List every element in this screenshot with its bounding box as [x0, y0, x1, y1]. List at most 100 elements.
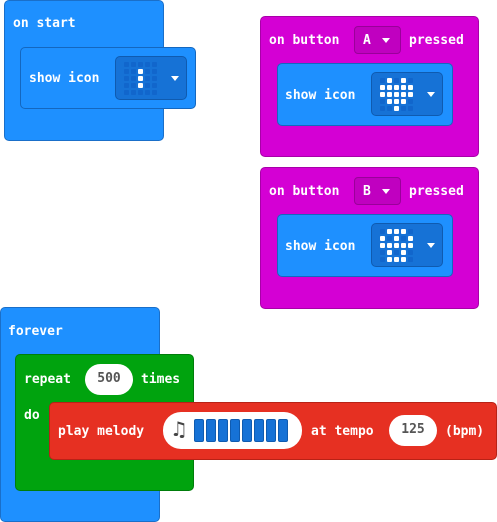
- led-cell: [124, 83, 129, 88]
- led-cell: [387, 229, 392, 234]
- led-cell: [138, 62, 143, 67]
- led-cell: [401, 250, 406, 255]
- chevron-down-icon: [171, 76, 179, 81]
- led-cell: [408, 250, 413, 255]
- times-label: times: [141, 372, 181, 387]
- led-cell: [380, 78, 385, 83]
- led-cell: [401, 85, 406, 90]
- led-cell: [394, 236, 399, 241]
- led-cell: [408, 78, 413, 83]
- melody-cell: [266, 419, 276, 442]
- led-cell: [138, 76, 143, 81]
- led-cell: [401, 78, 406, 83]
- led-cell: [387, 85, 392, 90]
- led-cell: [387, 99, 392, 104]
- play-melody-label: play melody: [58, 424, 145, 439]
- repeat-count-input[interactable]: 500: [85, 364, 133, 395]
- led-cell: [138, 90, 143, 95]
- led-cell: [380, 257, 385, 262]
- show-icon-label: show icon: [29, 71, 100, 86]
- led-cell: [401, 99, 406, 104]
- led-cell: [401, 106, 406, 111]
- icon-picker[interactable]: [115, 56, 187, 100]
- led-cell: [380, 85, 385, 90]
- led-cell: [387, 92, 392, 97]
- led-cell: [138, 83, 143, 88]
- led-cell: [124, 76, 129, 81]
- led-cell: [380, 106, 385, 111]
- led-cell: [138, 69, 143, 74]
- melody-cell: [278, 419, 288, 442]
- led-cell: [380, 99, 385, 104]
- led-cell: [145, 62, 150, 67]
- led-cell: [394, 92, 399, 97]
- led-cell: [380, 236, 385, 241]
- led-grid-icon: [380, 78, 413, 111]
- led-cell: [387, 243, 392, 248]
- led-cell: [408, 257, 413, 262]
- do-label: do: [24, 408, 40, 423]
- melody-cell: [206, 419, 216, 442]
- led-cell: [401, 92, 406, 97]
- melody-cell: [230, 419, 240, 442]
- led-cell: [152, 62, 157, 67]
- music-note-icon: ♫: [170, 417, 188, 441]
- button-dropdown[interactable]: A: [354, 26, 401, 54]
- forever-label: forever: [8, 324, 63, 339]
- melody-editor[interactable]: ♫: [163, 412, 302, 449]
- repeat-label: repeat: [24, 372, 71, 387]
- on-start-label: on start: [13, 16, 76, 31]
- led-cell: [145, 83, 150, 88]
- show-icon-label: show icon: [285, 239, 356, 254]
- led-cell: [131, 62, 136, 67]
- led-cell: [152, 83, 157, 88]
- led-cell: [401, 236, 406, 241]
- led-cell: [394, 106, 399, 111]
- led-cell: [152, 69, 157, 74]
- led-cell: [387, 106, 392, 111]
- bpm-label: (bpm): [445, 424, 485, 439]
- led-cell: [145, 69, 150, 74]
- chevron-down-icon: [382, 38, 390, 43]
- led-cell: [131, 90, 136, 95]
- led-cell: [145, 90, 150, 95]
- led-cell: [387, 236, 392, 241]
- melody-cell: [218, 419, 228, 442]
- led-grid-icon: [380, 229, 413, 262]
- button-dropdown[interactable]: B: [354, 177, 401, 205]
- led-cell: [394, 85, 399, 90]
- led-cell: [394, 229, 399, 234]
- led-cell: [408, 99, 413, 104]
- led-cell: [152, 76, 157, 81]
- led-cell: [394, 78, 399, 83]
- led-cell: [131, 83, 136, 88]
- icon-picker[interactable]: [371, 223, 443, 267]
- show-icon-label: show icon: [285, 88, 356, 103]
- led-cell: [394, 257, 399, 262]
- led-cell: [387, 250, 392, 255]
- tempo-input[interactable]: 125: [389, 415, 437, 446]
- led-cell: [394, 243, 399, 248]
- chevron-down-icon: [382, 189, 390, 194]
- pressed-label: pressed: [409, 33, 464, 48]
- button-dropdown-value: B: [363, 184, 371, 199]
- chevron-down-icon: [427, 243, 435, 248]
- on-button-label: on button: [269, 33, 340, 48]
- led-cell: [401, 229, 406, 234]
- led-cell: [408, 229, 413, 234]
- melody-cell: [194, 419, 204, 442]
- icon-picker[interactable]: [371, 72, 443, 116]
- led-cell: [131, 76, 136, 81]
- led-cell: [408, 92, 413, 97]
- led-cell: [124, 90, 129, 95]
- button-dropdown-value: A: [363, 33, 371, 48]
- melody-cells: [194, 419, 288, 442]
- led-cell: [408, 236, 413, 241]
- led-cell: [408, 85, 413, 90]
- led-cell: [408, 106, 413, 111]
- led-cell: [408, 243, 413, 248]
- led-cell: [152, 90, 157, 95]
- led-cell: [380, 229, 385, 234]
- led-grid-icon: [124, 62, 157, 95]
- led-cell: [380, 92, 385, 97]
